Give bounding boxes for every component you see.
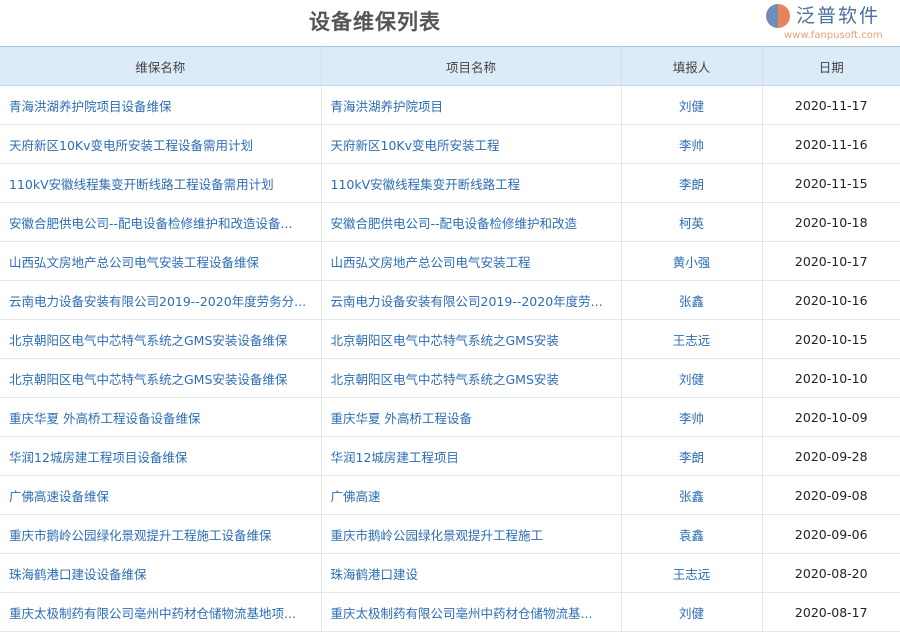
maintenance-table: 维保名称 项目名称 填报人 日期 青海洪湖养护院项目设备维保 青海洪湖养护院项目 刘健 20… [0,46,900,632]
maintenance-name-cell[interactable]: 珠海鹤港口建设设备维保 [0,553,322,593]
maintenance-name-cell[interactable]: 重庆太极制药有限公司亳州中药材仓储物流基地项... [0,592,322,632]
project-name-cell[interactable]: 重庆华夏 外高桥工程设备 [321,397,622,437]
project-name-cell[interactable]: 天府新区10Kv变电所安装工程 [321,124,622,164]
column-header[interactable]: 填报人 [621,46,763,86]
project-name-cell[interactable]: 安徽合肥供电公司--配电设备检修维护和改造 [321,202,622,242]
date-cell: 2020-08-17 [762,592,900,632]
project-name-cell[interactable]: 云南电力设备安装有限公司2019--2020年度劳... [321,280,622,320]
table-row[interactable]: 110kV安徽线程集变开断线路工程设备需用计划 110kV安徽线程集变开断线路工程… [0,163,900,203]
reporter-cell: 李朗 [621,436,763,476]
reporter-cell: 李朗 [621,163,763,203]
column-header[interactable]: 日期 [762,46,900,86]
reporter-cell: 刘健 [621,85,763,125]
maintenance-name-cell[interactable]: 天府新区10Kv变电所安装工程设备需用计划 [0,124,322,164]
fanpu-logo-icon [766,4,790,28]
project-name-cell[interactable]: 重庆市鹅岭公园绿化景观提升工程施工 [321,514,622,554]
maintenance-name-cell[interactable]: 安徽合肥供电公司--配电设备检修维护和改造设备... [0,202,322,242]
date-cell: 2020-11-15 [762,163,900,203]
table-row[interactable]: 青海洪湖养护院项目设备维保 青海洪湖养护院项目 刘健 2020-11-17 [0,85,900,125]
reporter-cell: 黄小强 [621,241,763,281]
date-cell: 2020-10-15 [762,319,900,359]
reporter-cell: 李帅 [621,397,763,437]
reporter-cell: 张鑫 [621,280,763,320]
maintenance-name-cell[interactable]: 云南电力设备安装有限公司2019--2020年度劳务分... [0,280,322,320]
date-cell: 2020-08-20 [762,553,900,593]
project-name-cell[interactable]: 北京朝阳区电气中芯特气系统之GMS安装 [321,319,622,359]
table-row[interactable]: 珠海鹤港口建设设备维保 珠海鹤港口建设 王志远 2020-08-20 [0,553,900,593]
table-row[interactable]: 华润12城房建工程项目设备维保 华润12城房建工程项目 李朗 2020-09-28 [0,436,900,476]
project-name-cell[interactable]: 广佛高速 [321,475,622,515]
table-row[interactable]: 安徽合肥供电公司--配电设备检修维护和改造设备... 安徽合肥供电公司--配电设备… [0,202,900,242]
watermark: 泛普软件 www.fanpusoft.com [762,2,898,44]
date-cell: 2020-10-09 [762,397,900,437]
table-row[interactable]: 北京朝阳区电气中芯特气系统之GMS安装设备维保 北京朝阳区电气中芯特气系统之GMS… [0,319,900,359]
project-name-cell[interactable]: 北京朝阳区电气中芯特气系统之GMS安装 [321,358,622,398]
project-name-cell[interactable]: 华润12城房建工程项目 [321,436,622,476]
reporter-cell: 刘健 [621,358,763,398]
maintenance-name-cell[interactable]: 华润12城房建工程项目设备维保 [0,436,322,476]
maintenance-name-cell[interactable]: 山西弘文房地产总公司电气安装工程设备维保 [0,241,322,281]
reporter-cell: 李帅 [621,124,763,164]
project-name-cell[interactable]: 珠海鹤港口建设 [321,553,622,593]
date-cell: 2020-10-18 [762,202,900,242]
maintenance-name-cell[interactable]: 广佛高速设备维保 [0,475,322,515]
project-name-cell[interactable]: 重庆太极制药有限公司亳州中药材仓储物流基... [321,592,622,632]
table-row[interactable]: 重庆华夏 外高桥工程设备设备维保 重庆华夏 外高桥工程设备 李帅 2020-10-09 [0,397,900,437]
table-row[interactable]: 山西弘文房地产总公司电气安装工程设备维保 山西弘文房地产总公司电气安装工程 黄小强 2… [0,241,900,281]
maintenance-name-cell[interactable]: 北京朝阳区电气中芯特气系统之GMS安装设备维保 [0,319,322,359]
project-name-cell[interactable]: 110kV安徽线程集变开断线路工程 [321,163,622,203]
page-title: 设备维保列表 [309,10,441,34]
table-row[interactable]: 北京朝阳区电气中芯特气系统之GMS安装设备维保 北京朝阳区电气中芯特气系统之GMS… [0,358,900,398]
table-row[interactable]: 云南电力设备安装有限公司2019--2020年度劳务分... 云南电力设备安装有限… [0,280,900,320]
reporter-cell: 王志远 [621,553,763,593]
maintenance-name-cell[interactable]: 北京朝阳区电气中芯特气系统之GMS安装设备维保 [0,358,322,398]
reporter-cell: 袁鑫 [621,514,763,554]
date-cell: 2020-09-28 [762,436,900,476]
column-header[interactable]: 维保名称 [0,46,322,86]
header-row: 维保名称 项目名称 填报人 日期 [0,46,900,86]
date-cell: 2020-09-06 [762,514,900,554]
table-row[interactable]: 广佛高速设备维保 广佛高速 张鑫 2020-09-08 [0,475,900,515]
maintenance-name-cell[interactable]: 重庆市鹅岭公园绿化景观提升工程施工设备维保 [0,514,322,554]
date-cell: 2020-11-17 [762,85,900,125]
reporter-cell: 王志远 [621,319,763,359]
maintenance-name-cell[interactable]: 青海洪湖养护院项目设备维保 [0,85,322,125]
date-cell: 2020-10-17 [762,241,900,281]
project-name-cell[interactable]: 山西弘文房地产总公司电气安装工程 [321,241,622,281]
watermark-url: www.fanpusoft.com [784,30,883,41]
date-cell: 2020-10-16 [762,280,900,320]
table-row[interactable]: 重庆太极制药有限公司亳州中药材仓储物流基地项... 重庆太极制药有限公司亳州中药材… [0,592,900,632]
table-row[interactable]: 天府新区10Kv变电所安装工程设备需用计划 天府新区10Kv变电所安装工程 李帅 20… [0,124,900,164]
reporter-cell: 柯英 [621,202,763,242]
reporter-cell: 刘健 [621,592,763,632]
watermark-text: 泛普软件 [796,5,881,27]
date-cell: 2020-10-10 [762,358,900,398]
maintenance-name-cell[interactable]: 110kV安徽线程集变开断线路工程设备需用计划 [0,163,322,203]
table-body: 青海洪湖养护院项目设备维保 青海洪湖养护院项目 刘健 2020-11-17 天府新区10… [0,85,900,632]
reporter-cell: 张鑫 [621,475,763,515]
date-cell: 2020-11-16 [762,124,900,164]
column-header[interactable]: 项目名称 [321,46,622,86]
project-name-cell[interactable]: 青海洪湖养护院项目 [321,85,622,125]
table-row[interactable]: 重庆市鹅岭公园绿化景观提升工程施工设备维保 重庆市鹅岭公园绿化景观提升工程施工 袁鑫… [0,514,900,554]
maintenance-name-cell[interactable]: 重庆华夏 外高桥工程设备设备维保 [0,397,322,437]
date-cell: 2020-09-08 [762,475,900,515]
